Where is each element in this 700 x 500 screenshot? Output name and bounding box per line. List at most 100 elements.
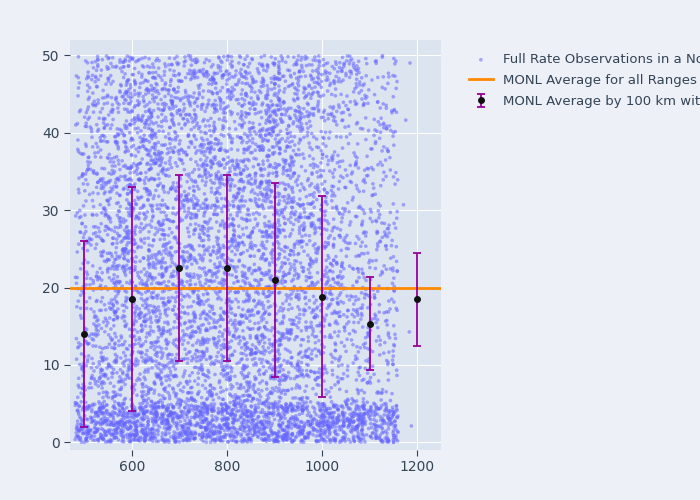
Full Rate Observations in a Normal Point: [163, 436, 174, 444]
Full Rate Observations in a Normal Point: [124, 434, 135, 442]
Full Rate Observations in a Normal Point: [261, 318, 272, 326]
Full Rate Observations in a Normal Point: [211, 80, 222, 88]
Full Rate Observations in a Normal Point: [130, 282, 141, 290]
Full Rate Observations in a Normal Point: [312, 80, 323, 88]
Full Rate Observations in a Normal Point: [214, 115, 225, 123]
Full Rate Observations in a Normal Point: [330, 430, 342, 438]
Full Rate Observations in a Normal Point: [255, 165, 266, 173]
Full Rate Observations in a Normal Point: [142, 421, 153, 429]
Full Rate Observations in a Normal Point: [365, 206, 376, 214]
Full Rate Observations in a Normal Point: [250, 105, 261, 113]
Full Rate Observations in a Normal Point: [125, 423, 136, 431]
Full Rate Observations in a Normal Point: [118, 406, 130, 414]
Full Rate Observations in a Normal Point: [152, 86, 163, 94]
Full Rate Observations in a Normal Point: [272, 348, 284, 356]
Full Rate Observations in a Normal Point: [72, 432, 83, 440]
Full Rate Observations in a Normal Point: [355, 242, 366, 250]
Full Rate Observations in a Normal Point: [256, 178, 267, 186]
Full Rate Observations in a Normal Point: [76, 423, 87, 431]
Full Rate Observations in a Normal Point: [97, 394, 108, 402]
Full Rate Observations in a Normal Point: [307, 90, 318, 98]
Full Rate Observations in a Normal Point: [377, 147, 388, 155]
Full Rate Observations in a Normal Point: [111, 313, 122, 321]
Full Rate Observations in a Normal Point: [221, 296, 232, 304]
Full Rate Observations in a Normal Point: [175, 379, 186, 387]
Full Rate Observations in a Normal Point: [155, 376, 166, 384]
Full Rate Observations in a Normal Point: [285, 415, 296, 423]
Full Rate Observations in a Normal Point: [114, 56, 125, 64]
Full Rate Observations in a Normal Point: [235, 250, 246, 258]
Full Rate Observations in a Normal Point: [380, 427, 391, 435]
Full Rate Observations in a Normal Point: [225, 180, 237, 188]
Full Rate Observations in a Normal Point: [308, 307, 319, 315]
Full Rate Observations in a Normal Point: [218, 222, 230, 230]
Full Rate Observations in a Normal Point: [298, 398, 309, 406]
Full Rate Observations in a Normal Point: [267, 420, 278, 428]
Full Rate Observations in a Normal Point: [229, 228, 240, 235]
Full Rate Observations in a Normal Point: [342, 52, 353, 60]
Full Rate Observations in a Normal Point: [218, 52, 230, 60]
Full Rate Observations in a Normal Point: [243, 146, 254, 154]
Full Rate Observations in a Normal Point: [147, 430, 158, 438]
Full Rate Observations in a Normal Point: [153, 334, 164, 342]
Full Rate Observations in a Normal Point: [278, 212, 289, 220]
Full Rate Observations in a Normal Point: [345, 416, 356, 424]
Full Rate Observations in a Normal Point: [253, 246, 265, 254]
Full Rate Observations in a Normal Point: [210, 413, 221, 421]
Full Rate Observations in a Normal Point: [90, 102, 101, 110]
Full Rate Observations in a Normal Point: [211, 436, 222, 444]
Full Rate Observations in a Normal Point: [126, 212, 137, 220]
Full Rate Observations in a Normal Point: [260, 126, 272, 134]
Full Rate Observations in a Normal Point: [319, 414, 330, 422]
Full Rate Observations in a Normal Point: [262, 91, 274, 99]
Full Rate Observations in a Normal Point: [204, 428, 216, 436]
Full Rate Observations in a Normal Point: [94, 284, 105, 292]
Full Rate Observations in a Normal Point: [358, 435, 370, 443]
Full Rate Observations in a Normal Point: [143, 384, 154, 392]
Full Rate Observations in a Normal Point: [333, 101, 344, 109]
Full Rate Observations in a Normal Point: [339, 60, 350, 68]
Full Rate Observations in a Normal Point: [257, 332, 268, 340]
Full Rate Observations in a Normal Point: [210, 79, 221, 87]
Full Rate Observations in a Normal Point: [88, 367, 99, 375]
Full Rate Observations in a Normal Point: [223, 376, 235, 384]
Full Rate Observations in a Normal Point: [270, 366, 281, 374]
Full Rate Observations in a Normal Point: [389, 423, 400, 431]
Full Rate Observations in a Normal Point: [184, 281, 195, 289]
Full Rate Observations in a Normal Point: [294, 224, 305, 232]
Full Rate Observations in a Normal Point: [324, 70, 335, 78]
Full Rate Observations in a Normal Point: [132, 272, 144, 280]
Full Rate Observations in a Normal Point: [327, 112, 338, 120]
Full Rate Observations in a Normal Point: [256, 180, 267, 188]
Full Rate Observations in a Normal Point: [254, 128, 265, 136]
Full Rate Observations in a Normal Point: [285, 348, 296, 356]
Full Rate Observations in a Normal Point: [253, 210, 265, 218]
Full Rate Observations in a Normal Point: [154, 360, 165, 368]
Full Rate Observations in a Normal Point: [142, 418, 153, 426]
Full Rate Observations in a Normal Point: [162, 436, 173, 444]
Full Rate Observations in a Normal Point: [170, 136, 181, 144]
Full Rate Observations in a Normal Point: [281, 407, 292, 415]
Full Rate Observations in a Normal Point: [106, 188, 117, 196]
Full Rate Observations in a Normal Point: [219, 256, 230, 264]
Full Rate Observations in a Normal Point: [218, 72, 229, 80]
Full Rate Observations in a Normal Point: [159, 318, 170, 326]
Full Rate Observations in a Normal Point: [223, 214, 234, 222]
Full Rate Observations in a Normal Point: [80, 436, 92, 444]
Full Rate Observations in a Normal Point: [388, 132, 399, 140]
Full Rate Observations in a Normal Point: [237, 192, 248, 200]
Full Rate Observations in a Normal Point: [176, 198, 187, 206]
Full Rate Observations in a Normal Point: [223, 308, 234, 316]
Full Rate Observations in a Normal Point: [193, 161, 204, 169]
Full Rate Observations in a Normal Point: [263, 288, 274, 296]
Full Rate Observations in a Normal Point: [72, 120, 83, 128]
Full Rate Observations in a Normal Point: [246, 412, 258, 420]
Full Rate Observations in a Normal Point: [126, 412, 137, 420]
Full Rate Observations in a Normal Point: [242, 386, 253, 394]
Full Rate Observations in a Normal Point: [285, 330, 296, 338]
Full Rate Observations in a Normal Point: [153, 398, 164, 406]
Full Rate Observations in a Normal Point: [387, 412, 398, 420]
Full Rate Observations in a Normal Point: [166, 116, 177, 124]
Full Rate Observations in a Normal Point: [244, 118, 255, 126]
Full Rate Observations in a Normal Point: [216, 424, 227, 432]
